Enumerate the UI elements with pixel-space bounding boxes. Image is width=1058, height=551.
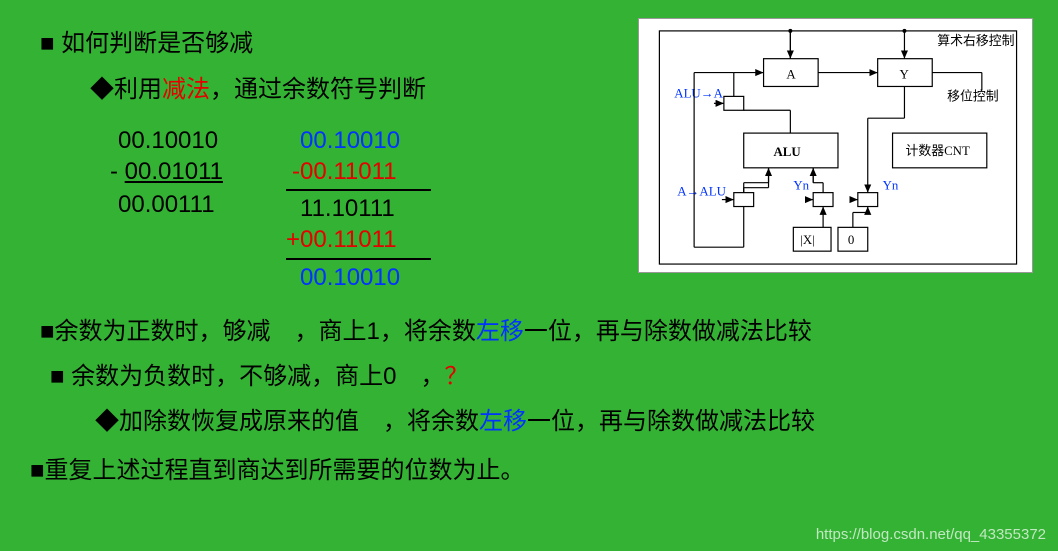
- dg-alu: ALU: [773, 145, 800, 159]
- dg-yn1: Yn: [793, 179, 809, 193]
- dg-alu-to-a: ALU→A: [674, 86, 723, 100]
- calc-column-1: 00.10010 - 00.01011 00.00111: [100, 125, 236, 293]
- b1-blue: 左移: [476, 318, 524, 345]
- sub1-post: ，通过余数符号判断: [210, 76, 426, 103]
- b1-b: 一位，再与除数做减法比较: [524, 318, 812, 345]
- c1-r3: 00.00111: [118, 189, 215, 220]
- bullet-group: ■余数为正数时，够减 ，商上1，将余数左移一位，再与除数做减法比较 ■ 余数为负…: [30, 311, 1028, 485]
- bullet-3: ◆加除数恢复成原来的值 ，将余数左移一位，再与除数做减法比较: [95, 401, 1028, 436]
- dg-cnt: 计数器CNT: [905, 144, 970, 158]
- c2-r2-sign: -: [286, 156, 300, 187]
- dg-x: |X|: [800, 233, 814, 247]
- block-diagram: 算术右移控制 A Y 移位控制 ALU 计数器CNT: [638, 18, 1033, 273]
- watermark: https://blog.csdn.net/qq_43355372: [816, 526, 1046, 543]
- b2-a: ■ 余数为负数时，不够减，商上0 ，: [50, 363, 445, 390]
- c2-r4: 00.11011: [300, 226, 397, 253]
- dg-yn2: Yn: [883, 179, 899, 193]
- sub1-pre: ◆利用: [90, 76, 162, 103]
- slide: ■ 如何判断是否够减 ◆利用减法，通过余数符号判断 00.10010 - 00.…: [0, 0, 1058, 551]
- dg-shift: 移位控制: [947, 89, 999, 103]
- b3-blue: 左移: [479, 408, 527, 435]
- dg-a: A: [786, 68, 796, 82]
- c2-r2: 00.11011: [300, 158, 397, 185]
- b3-a: ◆加除数恢复成原来的值 ，将余数: [95, 408, 479, 435]
- c1-r2-sign: -: [100, 156, 118, 187]
- calc-column-2: 00.10010 -00.11011 11.10111 +00.11011 00…: [286, 125, 431, 293]
- bullet-2: ■ 余数为负数时，不够减，商上0 ，？: [50, 356, 1028, 391]
- bullet-1: ■余数为正数时，够减 ，商上1，将余数左移一位，再与除数做减法比较: [40, 311, 1028, 346]
- b2-red: ？: [445, 363, 469, 390]
- c1-r2: 00.01011: [125, 156, 223, 187]
- dg-a-to-alu: A→ALU: [677, 185, 726, 199]
- dg-y: Y: [899, 68, 908, 82]
- c2-r5: 00.10010: [300, 264, 400, 291]
- c1-r1: 00.10010: [118, 125, 218, 156]
- c2-r1: 00.10010: [300, 127, 400, 154]
- bullet-4: ■重复上述过程直到商达到所需要的位数为止。: [30, 450, 1028, 485]
- sub1-red: 减法: [162, 76, 210, 103]
- b1-a: ■余数为正数时，够减 ，商上1，将余数: [40, 318, 476, 345]
- dg-zero: 0: [848, 233, 854, 247]
- c2-r3: 11.10111: [300, 195, 395, 222]
- dg-top-label: 算术右移控制: [937, 34, 1014, 48]
- c2-r4-sign: +: [286, 224, 300, 255]
- b3-b: 一位，再与除数做减法比较: [527, 408, 815, 435]
